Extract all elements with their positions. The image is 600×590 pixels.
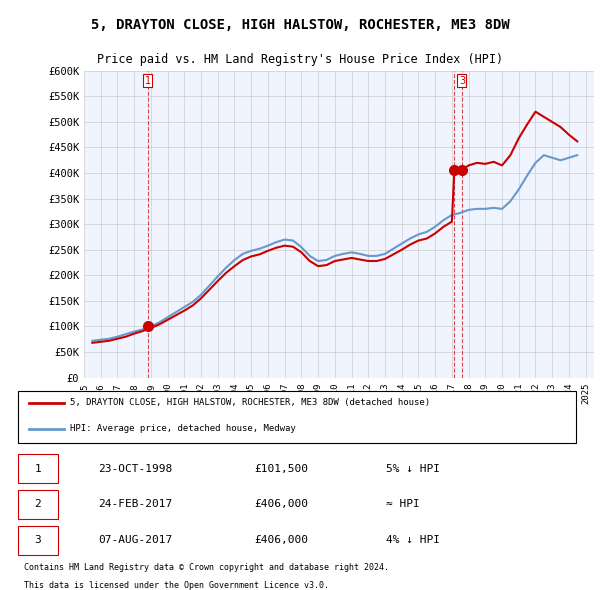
Text: 3: 3 (459, 76, 465, 86)
Text: £101,500: £101,500 (254, 464, 308, 474)
Text: £406,000: £406,000 (254, 500, 308, 509)
Text: ≈ HPI: ≈ HPI (386, 500, 420, 509)
Text: 24-FEB-2017: 24-FEB-2017 (98, 500, 173, 509)
FancyBboxPatch shape (18, 526, 58, 555)
Text: 07-AUG-2017: 07-AUG-2017 (98, 535, 173, 545)
Text: Price paid vs. HM Land Registry's House Price Index (HPI): Price paid vs. HM Land Registry's House … (97, 53, 503, 66)
FancyBboxPatch shape (18, 391, 577, 442)
Text: 5, DRAYTON CLOSE, HIGH HALSTOW, ROCHESTER, ME3 8DW: 5, DRAYTON CLOSE, HIGH HALSTOW, ROCHESTE… (91, 18, 509, 32)
Text: 2: 2 (35, 500, 41, 509)
Text: 4% ↓ HPI: 4% ↓ HPI (386, 535, 440, 545)
FancyBboxPatch shape (18, 454, 58, 483)
Text: 1: 1 (145, 76, 151, 86)
Text: Contains HM Land Registry data © Crown copyright and database right 2024.: Contains HM Land Registry data © Crown c… (23, 563, 389, 572)
Text: 5, DRAYTON CLOSE, HIGH HALSTOW, ROCHESTER, ME3 8DW (detached house): 5, DRAYTON CLOSE, HIGH HALSTOW, ROCHESTE… (70, 398, 430, 408)
FancyBboxPatch shape (18, 490, 58, 519)
Text: £406,000: £406,000 (254, 535, 308, 545)
Text: 3: 3 (35, 535, 41, 545)
Text: 1: 1 (35, 464, 41, 474)
Text: This data is licensed under the Open Government Licence v3.0.: This data is licensed under the Open Gov… (23, 581, 329, 590)
Text: 5% ↓ HPI: 5% ↓ HPI (386, 464, 440, 474)
Text: HPI: Average price, detached house, Medway: HPI: Average price, detached house, Medw… (70, 424, 295, 434)
Text: 23-OCT-1998: 23-OCT-1998 (98, 464, 173, 474)
